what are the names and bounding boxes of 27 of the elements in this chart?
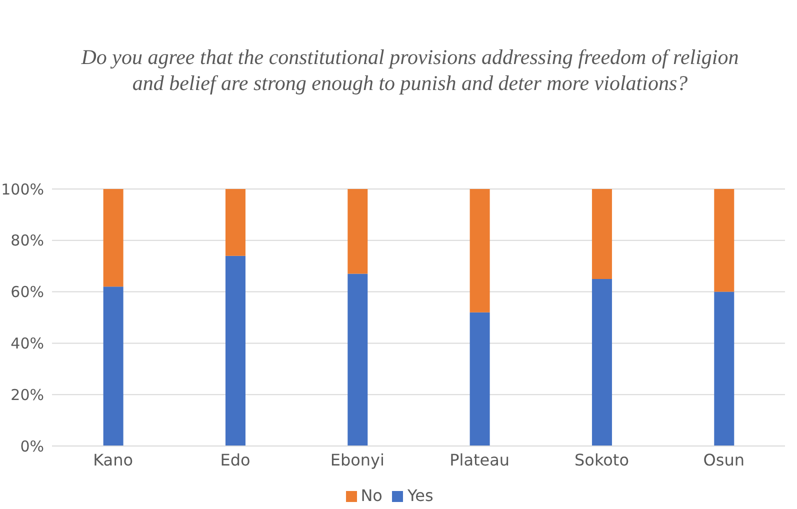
x-tick-label: Plateau bbox=[450, 450, 510, 470]
legend-label: No bbox=[360, 486, 382, 505]
bar bbox=[592, 278, 612, 446]
legend-label: Yes bbox=[407, 486, 434, 505]
chart-title: Do you agree that the constitutional provisions addressing freedom of religion and belief are strong enough to punish and deter more violations? bbox=[80, 44, 740, 96]
y-tick-label: 40% bbox=[10, 334, 44, 353]
bar bbox=[103, 189, 124, 287]
x-tick-label: Sokoto bbox=[574, 450, 629, 470]
bar bbox=[348, 274, 368, 446]
x-tick-label: Kano bbox=[93, 450, 134, 470]
bar bbox=[592, 189, 612, 279]
x-tick-label: Ebonyi bbox=[330, 450, 384, 470]
x-tick-label: Osun bbox=[703, 450, 745, 470]
bar bbox=[470, 189, 490, 312]
y-tick-label: 100% bbox=[1, 180, 44, 198]
y-tick-label: 60% bbox=[10, 283, 44, 302]
bar bbox=[470, 312, 490, 446]
bar bbox=[348, 189, 368, 274]
y-tick-label: 0% bbox=[20, 437, 44, 456]
bar bbox=[225, 189, 246, 256]
bar bbox=[225, 256, 246, 446]
bar bbox=[714, 189, 734, 292]
y-tick-label: 20% bbox=[10, 386, 44, 404]
bar bbox=[103, 286, 124, 446]
y-tick-label: 80% bbox=[10, 232, 44, 250]
x-tick-label: Edo bbox=[220, 450, 250, 470]
bar bbox=[714, 292, 734, 446]
